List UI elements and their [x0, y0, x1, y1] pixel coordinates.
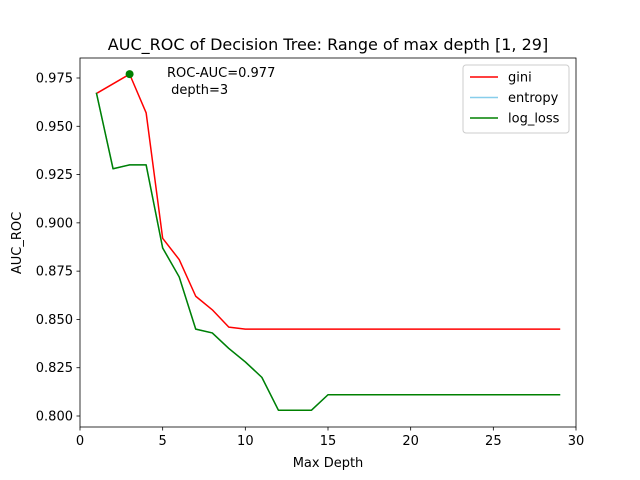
y-tick-label: 0.850: [36, 313, 73, 328]
series-line-log-loss: [95, 92, 561, 411]
y-tick-label: 0.900: [36, 216, 73, 231]
legend: gini entropy log_loss: [462, 64, 570, 134]
y-tick-label: 0.975: [36, 72, 73, 87]
annotation-line-1: ROC-AUC=0.977: [167, 66, 275, 81]
legend-box: [462, 64, 570, 134]
series-line-gini: [95, 73, 561, 330]
best-depth-annotation: ROC-AUC=0.977 depth=3: [167, 66, 275, 98]
y-tick-label: 0.950: [36, 120, 73, 135]
x-tick-label: 25: [485, 434, 502, 449]
x-tick-label: 15: [320, 434, 337, 449]
x-tick-label: 20: [402, 434, 419, 449]
axes-frame: [79, 57, 577, 428]
y-tick-label: 0.800: [36, 410, 73, 425]
y-axis-label: AUC_ROC: [10, 212, 25, 274]
x-tick-label: 5: [159, 434, 167, 449]
x-axis: 0 5 10 15 20 25 30: [76, 427, 584, 449]
legend-label-gini: gini: [508, 71, 532, 86]
x-tick-label: 0: [76, 434, 84, 449]
x-tick-label: 10: [237, 434, 254, 449]
annotation-line-2: depth=3: [167, 83, 228, 98]
y-axis: 0.800 0.825 0.850 0.875 0.900 0.925 0.950 0.975: [36, 72, 80, 425]
y-tick-label: 0.825: [36, 361, 73, 376]
chart-title: AUC_ROC of Decision Tree: Range of max d…: [108, 35, 548, 55]
x-axis-label: Max Depth: [293, 456, 364, 471]
legend-label-log-loss: log_loss: [508, 112, 560, 127]
x-tick-label: 30: [568, 434, 585, 449]
y-tick-label: 0.925: [36, 168, 73, 183]
best-depth-marker: [125, 70, 134, 79]
y-tick-label: 0.875: [36, 265, 73, 280]
plot-lines: [95, 70, 561, 411]
legend-label-entropy: entropy: [508, 91, 559, 106]
